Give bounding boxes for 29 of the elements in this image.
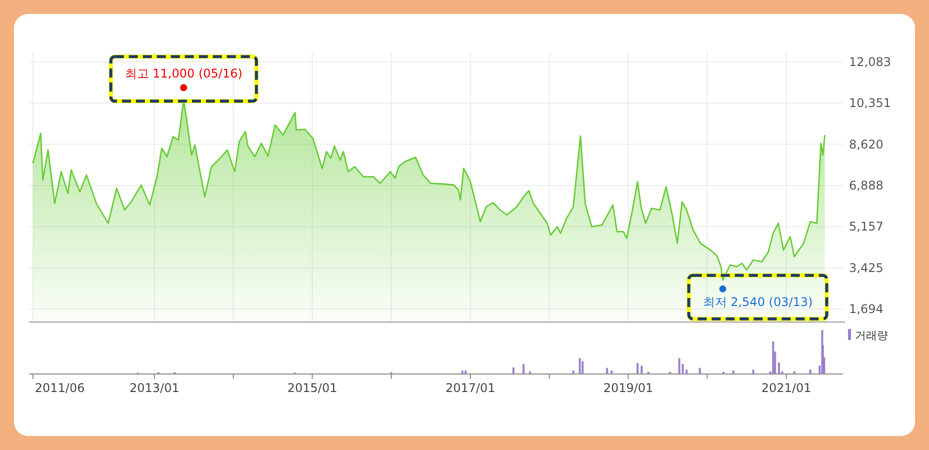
y-tick-label: 12,083 <box>849 54 891 69</box>
bar <box>512 367 514 374</box>
y-tick-label: 6,888 <box>849 178 884 192</box>
bar <box>522 364 525 374</box>
bar <box>772 341 774 374</box>
y-tick-label: 10,351 <box>849 96 891 110</box>
x-tick-label: 2021/01 <box>761 381 812 395</box>
x-tick-label: 2011/06 <box>34 381 85 395</box>
bar <box>582 361 584 374</box>
bar <box>678 358 680 374</box>
bar <box>698 368 701 374</box>
y-tick-label: 1,694 <box>849 302 884 316</box>
bar <box>578 358 581 374</box>
x-tick-label: 2013/01 <box>130 381 180 395</box>
bar <box>778 362 780 374</box>
x-tick-label: 2015/01 <box>287 381 338 395</box>
annotation: 최저 2,540 (03/13) <box>702 294 813 309</box>
annotation: 최고 11,000 (05/16) <box>124 66 242 81</box>
y-tick-label: 5,157 <box>849 220 884 234</box>
y-tick-label: 8,620 <box>849 137 884 152</box>
legend-label: 거래량 <box>855 329 888 342</box>
bar <box>752 370 754 374</box>
bar <box>606 368 608 374</box>
bar <box>636 363 639 374</box>
bar <box>640 366 643 374</box>
y-tick-label: 3,425 <box>849 260 884 275</box>
x-tick-label: 2019/01 <box>603 381 654 395</box>
bar <box>809 370 812 374</box>
x-tick-label: 2017/01 <box>445 381 496 395</box>
